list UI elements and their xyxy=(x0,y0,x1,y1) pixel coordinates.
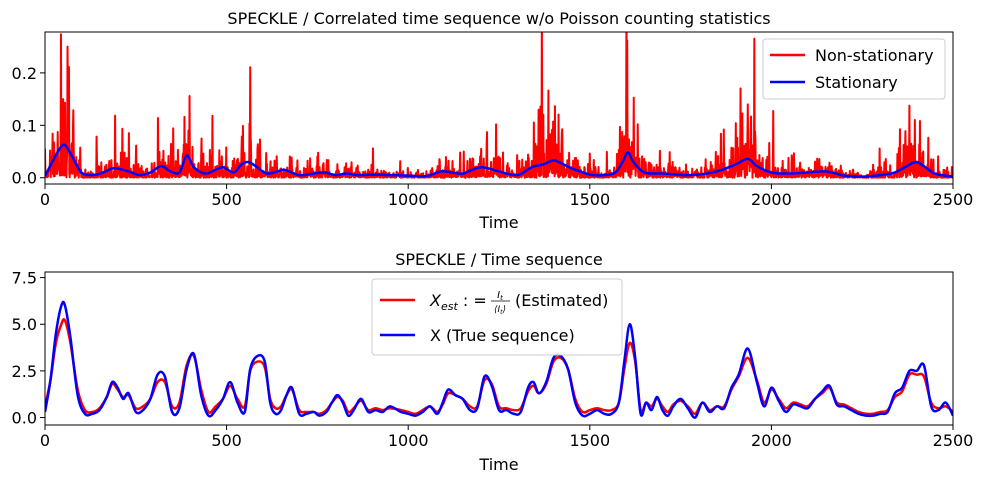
top-chart: SPECKLE / Correlated time sequence w/o P… xyxy=(12,9,974,232)
top-x-tick-label: 500 xyxy=(211,190,242,209)
bottom-axes: 0 500 1000 1500 2000 2500 0.0 2.5 5.0 7.5 xyxy=(12,269,974,450)
bottom-chart: SPECKLE / Time sequence 0 500 1000 1500 2000… xyxy=(12,250,974,474)
top-x-tick-label: 2500 xyxy=(933,190,974,209)
bottom-chart-title: SPECKLE / Time sequence xyxy=(395,250,603,269)
bottom-plot-area xyxy=(45,300,953,419)
bottom-x-tick-label: 2000 xyxy=(751,431,792,450)
legend-fraction: It ⟨It⟩ xyxy=(491,290,510,316)
top-series-stationary xyxy=(45,143,953,178)
top-x-tick-label: 2000 xyxy=(751,190,792,209)
top-axes: 0 500 1000 1500 2000 2500 0.0 0.1 0.2 xyxy=(12,64,974,209)
bottom-y-tick-label: 2.5 xyxy=(12,362,37,381)
top-series-non-stationary xyxy=(45,32,953,179)
bottom-x-tick-label: 1500 xyxy=(569,431,610,450)
bottom-legend-frame xyxy=(371,278,623,356)
top-y-tick-label: 0.2 xyxy=(12,64,37,83)
legend-assign: : = xyxy=(458,291,487,310)
top-x-tick-label: 0 xyxy=(40,190,50,209)
legend-x-symbol: X xyxy=(429,291,442,310)
bottom-y-tick-label: 5.0 xyxy=(12,315,37,334)
legend-estimated-suffix: (Estimated) xyxy=(515,291,608,310)
top-x-tick-label: 1000 xyxy=(388,190,429,209)
bottom-legend: Xest : = It ⟨It⟩ (Estimated) X (True seq… xyxy=(371,278,623,356)
top-legend: Non-stationary Stationary xyxy=(762,38,946,100)
legend-fraction-numerator: It xyxy=(497,290,503,302)
bottom-x-tick-label: 1000 xyxy=(388,431,429,450)
top-chart-title: SPECKLE / Correlated time sequence w/o P… xyxy=(227,9,770,28)
top-plot-area xyxy=(45,32,953,179)
top-legend-frame xyxy=(762,38,946,100)
bottom-legend-label-estimated: Xest : = xyxy=(429,291,487,313)
bottom-plot-frame xyxy=(44,271,954,426)
bottom-x-tick-label: 500 xyxy=(211,431,242,450)
top-y-tick-label: 0.0 xyxy=(12,169,37,188)
legend-x-subscript: est xyxy=(441,300,458,313)
bottom-y-tick-label: 0.0 xyxy=(12,409,37,428)
top-x-tick-label: 1500 xyxy=(569,190,610,209)
bottom-legend-label-true: X (True sequence) xyxy=(430,326,575,345)
bottom-x-tick-label: 0 xyxy=(40,431,50,450)
top-legend-label-stationary: Stationary xyxy=(815,73,898,92)
top-legend-label-non-stationary: Non-stationary xyxy=(815,46,934,65)
bottom-x-axis-label: Time xyxy=(478,455,518,474)
bottom-x-tick-label: 2500 xyxy=(933,431,974,450)
top-x-axis-label: Time xyxy=(478,213,518,232)
top-plot-frame xyxy=(44,31,954,185)
bottom-y-tick-label: 7.5 xyxy=(12,269,37,288)
bottom-series-x-true-sequence xyxy=(45,300,953,419)
top-y-tick-label: 0.1 xyxy=(12,116,37,135)
legend-fraction-denominator: ⟨It⟩ xyxy=(494,305,506,316)
